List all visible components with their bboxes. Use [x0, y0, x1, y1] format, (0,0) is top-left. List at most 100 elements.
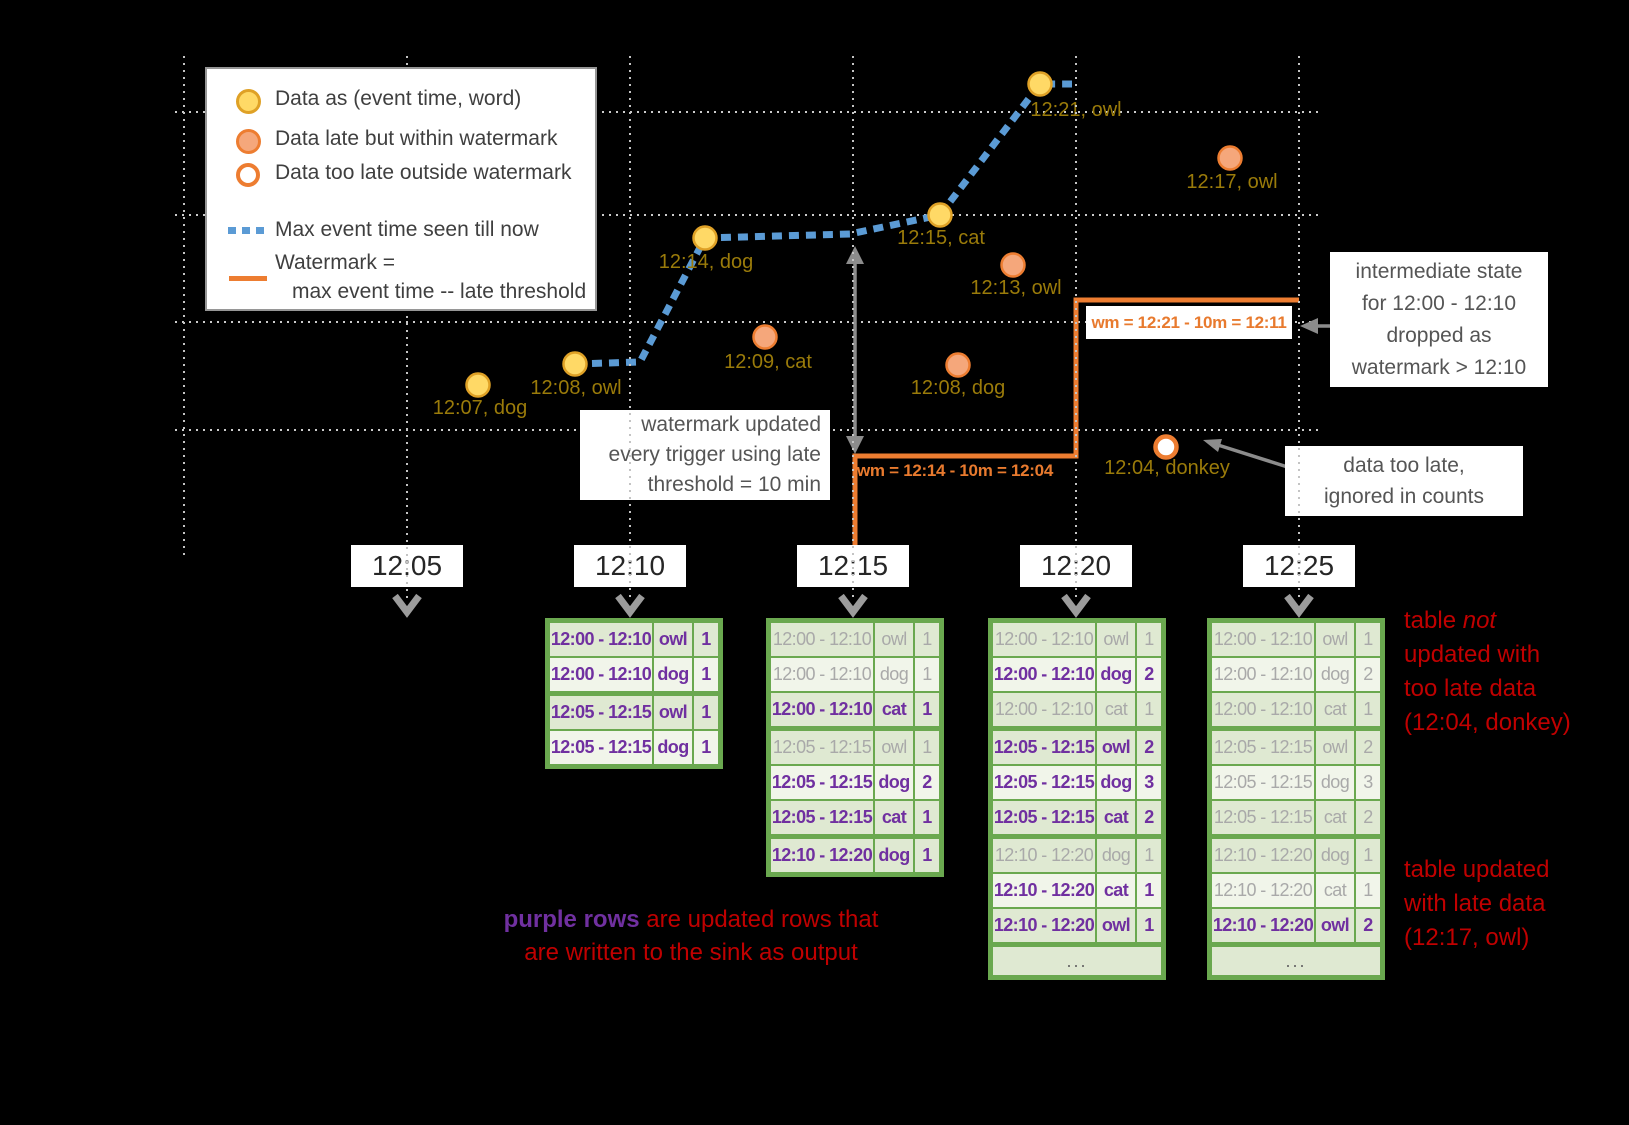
- note-line: every trigger using late: [608, 443, 821, 466]
- time-tick-12:05: 12:05: [351, 545, 463, 587]
- table-cell: owl: [1095, 731, 1135, 764]
- note-updated: table updated with late data (12:17, owl…: [1404, 853, 1549, 955]
- table-cell: 12:05 - 12:15: [771, 766, 873, 799]
- intermediate-state-note: intermediate state for 12:00 - 12:10 dro…: [1330, 252, 1548, 387]
- note-line: (12:04, donkey): [1404, 709, 1571, 736]
- table-cell: dog: [873, 839, 913, 872]
- table-cell: 1: [1135, 909, 1161, 942]
- time-tick-12:25: 12:25: [1243, 545, 1355, 587]
- table-cell: 12:00 - 12:10: [993, 693, 1095, 726]
- data-point-too-late: [1153, 434, 1179, 460]
- table-cell: 12:05 - 12:15: [993, 766, 1095, 799]
- note-purple-rows: purple rows are updated rows that are wr…: [450, 903, 932, 969]
- table-cell: 1: [1135, 623, 1161, 656]
- table-cell: cat: [1314, 801, 1354, 834]
- table-cell: 12:05 - 12:15: [771, 731, 873, 764]
- table-cell: 12:05 - 12:15: [993, 731, 1095, 764]
- table-cell: 1: [913, 658, 939, 691]
- table-cell: 1: [692, 658, 718, 691]
- table-cell: dog: [1095, 839, 1135, 872]
- table-cell: owl: [1095, 623, 1135, 656]
- table-cell: 12:10 - 12:20: [1212, 874, 1314, 907]
- table-cell: 12:05 - 12:15: [993, 801, 1095, 834]
- note-line: are written to the sink as output: [524, 939, 858, 966]
- dotted-line-icon: [228, 227, 270, 234]
- table-cell: 12:00 - 12:10: [1212, 623, 1314, 656]
- table-cell: 12:05 - 12:15: [1212, 801, 1314, 834]
- table-cell: cat: [1314, 874, 1354, 907]
- legend-label: max event time -- late threshold: [292, 280, 587, 303]
- table-row: 12:00 - 12:10 dog 1: [771, 656, 939, 691]
- table-cell: 12:10 - 12:20: [993, 874, 1095, 907]
- table-cell: 12:00 - 12:10: [550, 658, 652, 691]
- table-cell: 1: [913, 801, 939, 834]
- table-cell: 1: [1354, 874, 1380, 907]
- table-cell: 1: [913, 731, 939, 764]
- table-cell: 1: [1354, 693, 1380, 726]
- table-cell: 1: [913, 693, 939, 726]
- legend-label: Data as (event time, word): [275, 87, 522, 110]
- table-cell: 1: [692, 731, 718, 764]
- note-line: data too late,: [1343, 454, 1465, 477]
- table-row: 12:10 - 12:20 cat 1: [993, 872, 1161, 907]
- note-line: watermark > 12:10: [1351, 355, 1527, 379]
- table-cell: 2: [1135, 658, 1161, 691]
- table-row: 12:00 - 12:10 owl 1: [771, 623, 939, 656]
- table-row: 12:05 - 12:15 cat 2: [1212, 799, 1380, 834]
- too-late-point-icon: [236, 163, 260, 187]
- table-cell: 3: [1354, 766, 1380, 799]
- point-label: 12:09, cat: [724, 351, 812, 373]
- table-row: 12:00 - 12:10 owl 1: [993, 623, 1161, 656]
- table-row: 12:05 - 12:15 owl 2: [993, 726, 1161, 764]
- watermark-updated-note: watermark updated every trigger using la…: [580, 410, 830, 500]
- result-table-12:25: 12:00 - 12:10 owl 1 12:00 - 12:10 dog 2 12:00 …: [1207, 618, 1385, 980]
- watermark-value-1: wm = 12:14 - 10m = 12:04: [857, 461, 1053, 480]
- table-cell: 1: [692, 696, 718, 729]
- table-cell: 12:00 - 12:10: [771, 623, 873, 656]
- time-tick-12:10: 12:10: [574, 545, 686, 587]
- table-row: 12:10 - 12:20 owl 2: [1212, 907, 1380, 942]
- wm-label-arrow: [1300, 318, 1334, 334]
- legend: Data as (event time, word) Data late but…: [205, 67, 597, 311]
- table-cell: dog: [1095, 658, 1135, 691]
- table-cell: dog: [873, 766, 913, 799]
- data-too-late-note: data too late, ignored in counts: [1285, 446, 1523, 516]
- table-cell: cat: [1095, 801, 1135, 834]
- table-cell: owl: [873, 623, 913, 656]
- note-line: watermark updated: [641, 413, 821, 436]
- data-point-on-time: [1027, 71, 1053, 97]
- table-row: 12:10 - 12:20 owl 1: [993, 907, 1161, 942]
- note-line: threshold = 10 min: [647, 473, 821, 496]
- data-point-late: [1217, 145, 1243, 171]
- result-table-12:10: 12:00 - 12:10 owl 1 12:00 - 12:10 dog 1 12:05 …: [545, 618, 723, 769]
- table-cell: 12:00 - 12:10: [771, 658, 873, 691]
- time-tick-12:15: 12:15: [797, 545, 909, 587]
- legend-label: Data too late outside watermark: [275, 161, 572, 184]
- point-label: 12:08, dog: [910, 377, 1006, 399]
- table-cell: 12:00 - 12:10: [993, 658, 1095, 691]
- table-row: 12:10 - 12:20 dog 1: [1212, 834, 1380, 872]
- table-cell: 2: [1354, 731, 1380, 764]
- table-cell: 12:05 - 12:15: [550, 696, 652, 729]
- data-points: [465, 71, 1243, 460]
- table-cell: dog: [1314, 658, 1354, 691]
- note-not-updated: table not updated with too late data (12…: [1404, 604, 1571, 740]
- table-cell: dog: [873, 658, 913, 691]
- table-row: 12:05 - 12:15 dog 3: [1212, 764, 1380, 799]
- point-label: 12:08, owl: [530, 377, 622, 399]
- note-line: (12:17, owl): [1404, 924, 1530, 951]
- table-cell: 1: [1354, 623, 1380, 656]
- note-line: ignored in counts: [1324, 485, 1484, 508]
- table-cell: 3: [1135, 766, 1161, 799]
- table-row: 12:05 - 12:15 dog 2: [771, 764, 939, 799]
- table-cell: 1: [913, 839, 939, 872]
- table-cell: owl: [1095, 909, 1135, 942]
- table-row: 12:10 - 12:20 dog 1: [993, 834, 1161, 872]
- data-point-late: [945, 352, 971, 378]
- table-row: 12:05 - 12:15 cat 2: [993, 799, 1161, 834]
- note-line: purple rows are updated rows that: [503, 906, 879, 933]
- note-line: with late data: [1404, 890, 1546, 917]
- table-cell: 2: [1354, 658, 1380, 691]
- table-cell: owl: [1314, 623, 1354, 656]
